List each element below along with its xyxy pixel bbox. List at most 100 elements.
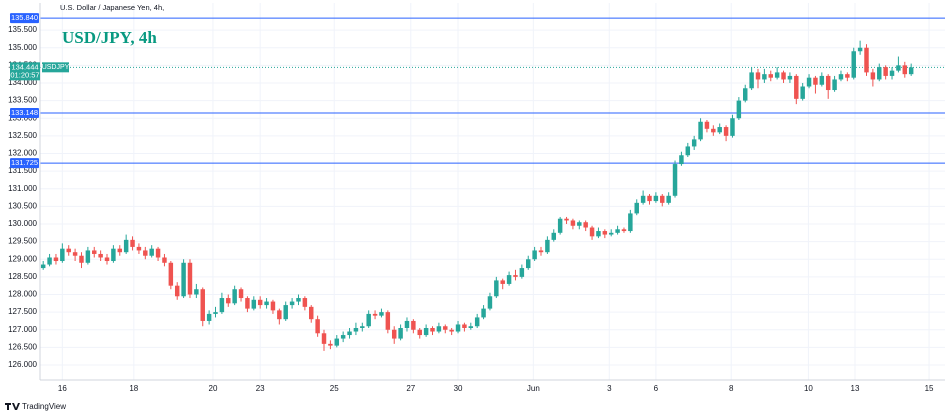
candle-body <box>264 301 269 306</box>
x-tick-label: 13 <box>851 384 860 393</box>
candle-body <box>596 231 601 237</box>
candle-body <box>545 239 550 253</box>
y-tick-label: 134.000 <box>8 78 37 87</box>
candle-body <box>379 312 384 316</box>
candle-body <box>557 218 563 233</box>
candle-body <box>79 255 84 263</box>
candle-body <box>570 220 576 226</box>
x-tick-label: 30 <box>454 384 463 393</box>
candle-body <box>462 324 467 328</box>
y-tick-label: 130.000 <box>8 219 37 228</box>
candle-body <box>194 289 199 295</box>
levels <box>40 17 945 164</box>
candle-body <box>238 289 244 299</box>
candle-body <box>845 74 850 78</box>
candle-body <box>832 79 837 91</box>
candle-body <box>385 312 391 330</box>
candle-body <box>53 257 59 262</box>
candle-body <box>417 329 422 336</box>
candle-body <box>85 250 91 263</box>
candle-body <box>672 164 678 196</box>
candle-body <box>251 299 257 309</box>
candle-body <box>149 248 154 256</box>
candle-body <box>717 127 722 133</box>
candle-body <box>883 67 888 76</box>
candle-body <box>666 195 671 203</box>
candle-body <box>398 327 403 339</box>
candle-body <box>47 257 52 265</box>
x-tick-label: Jun <box>527 384 540 393</box>
y-tick-label: 127.500 <box>8 307 37 316</box>
candle-body <box>743 88 748 101</box>
y-tick-label: 126.000 <box>8 360 37 369</box>
y-tick-label: 132.500 <box>8 131 37 140</box>
candle-body <box>66 248 71 253</box>
candle-body <box>98 253 103 258</box>
candle-body <box>615 229 620 233</box>
candle-body <box>774 72 780 78</box>
candle-body <box>174 285 180 297</box>
candle-body <box>857 47 863 52</box>
candle-body <box>577 222 582 226</box>
candle-body <box>602 231 608 235</box>
candle-body <box>136 246 142 251</box>
x-tick-label: 15 <box>925 384 934 393</box>
candle-body <box>72 252 78 256</box>
chart-title: USD/JPY, 4h <box>62 28 157 47</box>
candle-body <box>794 75 799 99</box>
candle-body <box>679 155 684 165</box>
candle-body <box>730 118 735 136</box>
candle-body <box>372 313 378 316</box>
candle-body <box>455 324 461 332</box>
level-label-box <box>10 158 39 169</box>
candle-body <box>768 74 773 78</box>
y-tick-label: 127.000 <box>8 325 37 334</box>
candle-body <box>130 239 135 247</box>
candle-body <box>277 310 282 320</box>
candle-body <box>538 250 544 253</box>
candle-body <box>698 121 703 140</box>
x-tick-label: 3 <box>607 384 612 393</box>
candle-body <box>589 227 595 237</box>
candle-body <box>213 312 218 314</box>
brand: TradingView <box>22 402 66 411</box>
candle-body <box>430 327 435 332</box>
candle-body <box>481 308 486 318</box>
candle-body <box>621 229 627 232</box>
candle-body <box>762 74 767 80</box>
y-tick-label: 129.500 <box>8 237 37 246</box>
y-tick-label: 135.500 <box>8 25 37 34</box>
candle-body <box>155 248 161 258</box>
candle-body <box>60 248 65 262</box>
candle-body <box>474 317 480 327</box>
symbol-box <box>42 62 69 73</box>
candle-body <box>902 65 908 75</box>
candle-body <box>296 298 301 302</box>
candle-body <box>851 51 856 78</box>
candle-body <box>436 326 442 332</box>
candle-body <box>800 86 805 99</box>
candle-body <box>321 333 327 344</box>
candle-body <box>704 121 710 129</box>
candle-body <box>653 195 659 202</box>
last-price-label: 134.444 <box>11 62 38 71</box>
candle-body <box>443 326 448 330</box>
x-tick-label: 6 <box>654 384 659 393</box>
candle-body <box>468 326 474 328</box>
candle-body <box>289 301 295 306</box>
candle-body <box>181 262 186 297</box>
candle-body <box>283 305 288 320</box>
candle-body <box>896 65 901 71</box>
candle-body <box>200 289 205 321</box>
candle-body <box>309 306 314 320</box>
candle-body <box>449 329 454 332</box>
candle-body <box>819 75 825 85</box>
candle-body <box>870 72 876 80</box>
x-tick-label: 16 <box>58 384 67 393</box>
candle-body <box>634 202 639 214</box>
candle-body <box>487 296 493 309</box>
level-label-box <box>10 108 39 119</box>
level-label: 131.725 <box>11 158 38 167</box>
candle-body <box>628 213 633 232</box>
